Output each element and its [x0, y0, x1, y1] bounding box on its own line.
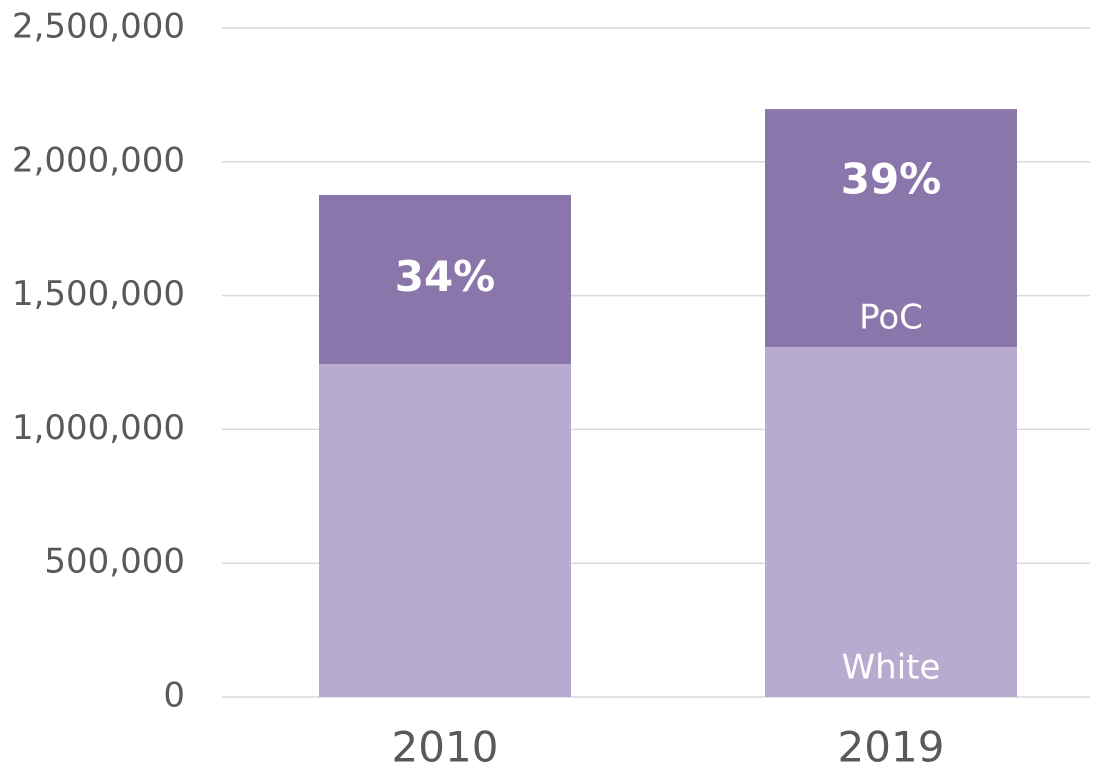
y-tick-label: 500,000	[44, 542, 185, 582]
y-tick-label: 2,000,000	[12, 140, 185, 180]
bar-segment	[765, 346, 1017, 697]
series-label: White	[842, 648, 941, 688]
series-label: PoC	[859, 297, 923, 337]
bar-segment	[319, 364, 571, 697]
bar-segment	[765, 109, 1017, 347]
y-tick-label: 1,000,000	[12, 408, 185, 448]
x-tick-label: 2010	[392, 723, 499, 772]
x-tick-label: 2019	[838, 723, 945, 772]
y-tick-label: 2,500,000	[12, 7, 185, 47]
y-tick-label: 0	[163, 676, 185, 716]
share-label: 34%	[395, 252, 496, 301]
bar-segment	[319, 194, 571, 365]
share-label: 39%	[841, 155, 942, 204]
y-tick-label: 1,500,000	[12, 274, 185, 314]
